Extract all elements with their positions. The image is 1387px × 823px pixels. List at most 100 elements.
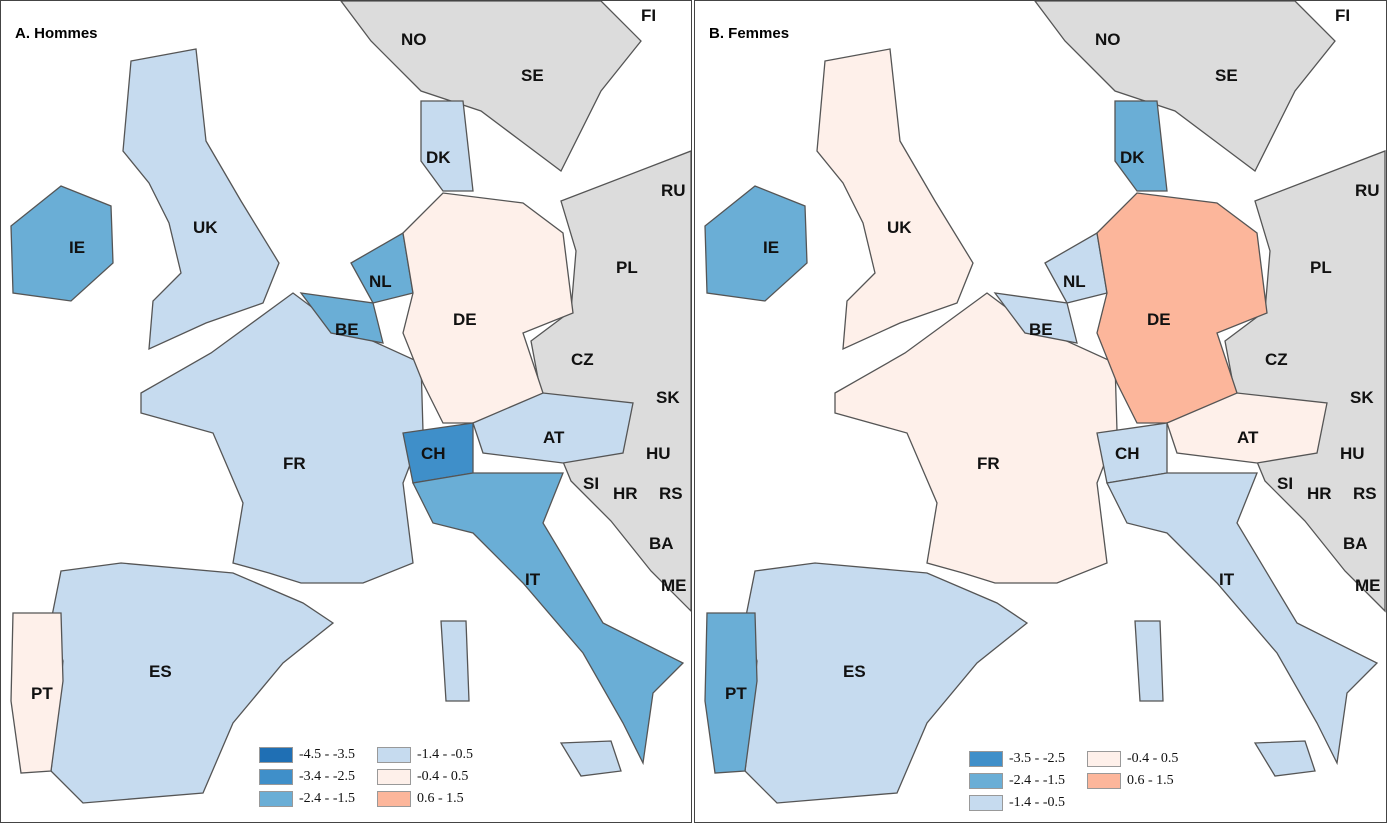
legend-label: -2.4 - -1.5 [299,791,355,806]
legend-item: -2.4 - -1.5 [969,773,1081,789]
country-label-it: IT [525,570,541,589]
legend-label: -3.4 - -2.5 [299,769,355,784]
legend-label: -1.4 - -0.5 [1009,795,1065,810]
country-label-fr: FR [977,454,1000,473]
country-label-dk: DK [426,148,451,167]
region-east [530,150,691,612]
country-label-de: DE [453,310,477,329]
country-label-uk: UK [193,218,218,237]
legend-item: -3.5 - -2.5 [969,751,1081,767]
country-label-fr: FR [283,454,306,473]
country-label-si: SI [583,474,599,493]
country-label-sk: SK [1350,388,1374,407]
legend-label: -3.5 - -2.5 [1009,751,1065,766]
legend-swatch [377,791,411,807]
region-it [1106,472,1379,766]
country-label-se: SE [521,66,544,85]
country-label-es: ES [843,662,866,681]
legend-label: 0.6 - 1.5 [417,791,464,806]
legend-swatch [1087,751,1121,767]
region-at [1166,392,1328,464]
country-label-be: BE [335,320,359,339]
region-sar [1134,620,1164,702]
country-label-sk: SK [656,388,680,407]
panel-femmes: NO SE FI RU PL CZ SK HU HR RS BA ME SI DK UK IE NL BE DE FR… [694,0,1387,823]
region-nl [350,231,414,304]
country-label-me: ME [661,576,687,595]
legend-swatch [259,791,293,807]
country-label-nl: NL [1063,272,1086,291]
country-label-hr: HR [1307,484,1332,503]
legend-swatch [259,769,293,785]
country-label-pt: PT [725,684,747,703]
legend-label: -1.4 - -0.5 [417,747,473,762]
region-be [299,292,384,344]
country-label-pl: PL [616,258,638,277]
legend-label: -2.4 - -1.5 [1009,773,1065,788]
country-label-fi: FI [641,6,656,25]
legend-swatch [377,769,411,785]
map-legend: -4.5 - -3.5 -3.4 - -2.5 -2.4 - -1.5 -1.4 - … [259,747,489,807]
country-label-fi: FI [1335,6,1350,25]
country-label-hu: HU [646,444,671,463]
country-label-be: BE [1029,320,1053,339]
choropleth-map: NO SE FI RU PL CZ SK HU HR RS BA ME SI DK UK IE NL BE DE FR… [10,1,691,804]
legend-label: -4.5 - -3.5 [299,747,355,762]
legend-item: -2.4 - -1.5 [259,791,371,807]
country-label-hr: HR [613,484,638,503]
region-dk [1114,100,1168,192]
country-label-pl: PL [1310,258,1332,277]
legend-item: -3.4 - -2.5 [259,769,371,785]
region-east [1224,150,1386,613]
region-uk [816,48,974,351]
country-label-ba: BA [649,534,674,553]
country-label-cz: CZ [1265,350,1288,369]
country-label-it: IT [1219,570,1235,589]
region-pt [10,612,64,774]
legend-item: -1.4 - -0.5 [969,795,1081,811]
legend-item: -4.5 - -3.5 [259,747,371,763]
country-label-pt: PT [31,684,53,703]
region-at [472,392,634,464]
choropleth-map: NO SE FI RU PL CZ SK HU HR RS BA ME SI DK UK IE NL BE DE FR… [704,1,1386,804]
country-label-ba: BA [1343,534,1368,553]
legend-swatch [969,751,1003,767]
region-pt [704,612,758,774]
region-nose [1034,1,1336,172]
legend-item: -1.4 - -0.5 [377,747,489,763]
legend-item: 0.6 - 1.5 [377,791,489,807]
country-label-nl: NL [369,272,392,291]
legend-label: -0.4 - 0.5 [1127,751,1179,766]
legend-item: -0.4 - 0.5 [1087,751,1199,767]
legend-swatch [1087,773,1121,789]
country-label-ie: IE [763,238,779,257]
region-it [412,472,685,766]
region-sar [440,620,470,702]
country-label-at: AT [543,428,565,447]
legend-swatch [969,795,1003,811]
region-ie [10,185,114,302]
country-label-si: SI [1277,474,1293,493]
country-label-no: NO [1095,30,1121,49]
map-legend: -3.5 - -2.5 -2.4 - -1.5 -1.4 - -0.5 -0.4 - … [969,751,1199,811]
country-label-rs: RS [1353,484,1377,503]
country-label-de: DE [1147,310,1171,329]
region-sic [1253,740,1316,777]
country-label-no: NO [401,30,427,49]
country-label-ru: RU [1355,181,1380,200]
region-sic [559,740,622,777]
legend-item: 0.6 - 1.5 [1087,773,1199,789]
country-label-ch: CH [421,444,446,463]
region-nose [340,1,642,172]
region-be [993,292,1078,344]
country-label-se: SE [1215,66,1238,85]
panel-title: A. Hommes [15,25,98,42]
country-label-uk: UK [887,218,912,237]
legend-swatch [969,773,1003,789]
country-label-ie: IE [69,238,85,257]
country-label-ru: RU [661,181,686,200]
country-label-es: ES [149,662,172,681]
legend-swatch [377,747,411,763]
legend-swatch [259,747,293,763]
legend-label: 0.6 - 1.5 [1127,773,1174,788]
